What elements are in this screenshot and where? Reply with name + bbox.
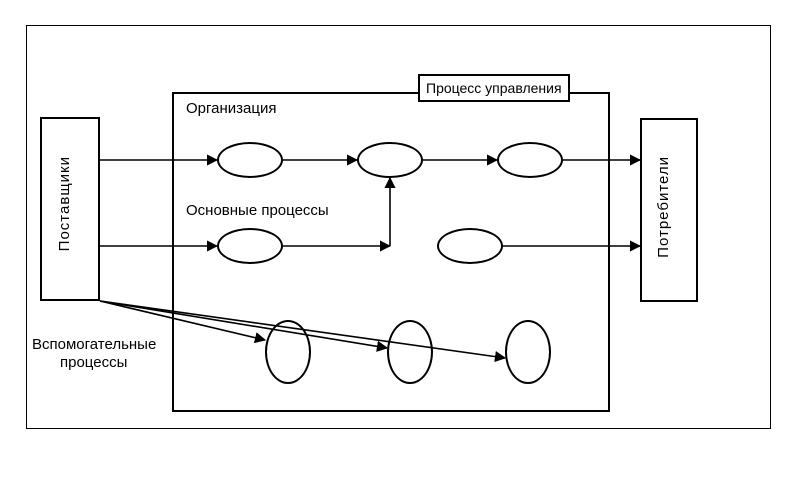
process-ellipse [497, 142, 563, 178]
process-ellipse [437, 228, 503, 264]
process-ellipse [217, 228, 283, 264]
main-processes-label: Основные процессы [186, 202, 329, 219]
suppliers-label: Поставщики [56, 156, 73, 251]
management-label: Процесс управления [426, 80, 562, 96]
diagram-canvas: Процесс управления Поставщики Потребител… [0, 0, 800, 500]
process-ellipse [217, 142, 283, 178]
aux-ellipse [265, 320, 311, 384]
aux-processes-label-2: процессы [60, 354, 127, 371]
aux-ellipse [505, 320, 551, 384]
process-ellipse [357, 142, 423, 178]
organization-label: Организация [186, 100, 276, 117]
consumers-label: Потребители [655, 156, 672, 258]
management-box: Процесс управления [418, 74, 570, 102]
aux-processes-label-1: Вспомогательные [32, 336, 156, 353]
aux-ellipse [387, 320, 433, 384]
